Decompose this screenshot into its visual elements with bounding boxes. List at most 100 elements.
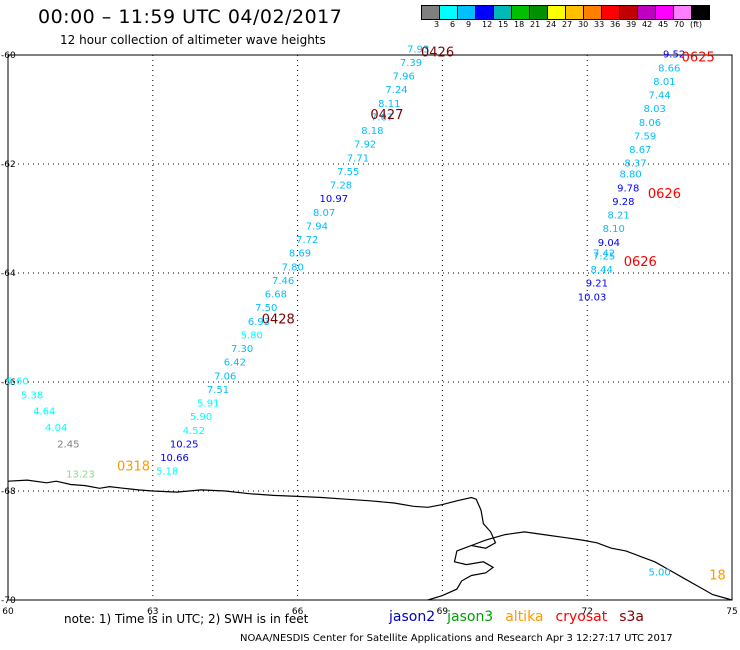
swh-value: 9.28 <box>612 197 634 208</box>
scale-label: 24 <box>546 20 557 29</box>
pass-time: 0625 <box>682 51 715 66</box>
pass-time: 0428 <box>262 312 295 327</box>
pass-time: 0626 <box>624 255 657 270</box>
swh-value: 7.67 <box>371 112 393 123</box>
x-tick-label: 66 <box>292 607 304 617</box>
swh-value: 7.06 <box>214 371 236 382</box>
swh-value: 8.66 <box>658 63 680 74</box>
graticule <box>8 55 732 600</box>
swh-value: 5.80 <box>241 330 263 341</box>
swh-value: 5.91 <box>197 399 219 410</box>
swh-value: 7.39 <box>400 58 422 69</box>
satellite-legend: jason2 jason3 altika cryosat s3a <box>389 609 656 625</box>
footer-credit: NOAA/NESDIS Center for Satellite Applica… <box>240 633 673 644</box>
swh-value: 5.18 <box>156 467 178 478</box>
x-tick-label: 63 <box>147 607 158 617</box>
swh-value: 7.59 <box>634 131 656 142</box>
legend-item-altika: altika <box>505 609 544 625</box>
scale-label: 45 <box>658 20 669 29</box>
page-subtitle: 12 hour collection of altimeter wave hei… <box>60 33 326 47</box>
coastline-path <box>7 479 497 601</box>
swh-value: 8.21 <box>607 211 629 222</box>
swh-value: 8.69 <box>289 249 311 260</box>
swh-value: 7.44 <box>648 91 670 102</box>
swh-value: 9.04 <box>598 238 620 249</box>
scale-label: 6 <box>450 20 456 29</box>
swh-value: 13.23 <box>66 469 95 480</box>
swh-value: 4.04 <box>45 423 67 434</box>
scale-label: 9 <box>466 20 472 29</box>
swh-value: 9.78 <box>617 183 639 194</box>
swh-value: 8.18 <box>361 126 383 137</box>
swh-value: 9.21 <box>586 279 608 290</box>
swh-value: 10.97 <box>319 194 348 205</box>
swh-value: 7.93 <box>407 44 429 55</box>
scale-label: 39 <box>626 20 637 29</box>
color-scale-labels: 3 6 9 12 15 18 21 24 27 30 33 36 39 42 45 70 (ft) <box>422 20 740 32</box>
y-tick-label: -68 <box>1 487 16 497</box>
swh-value: 7.72 <box>296 235 318 246</box>
legend-item-jason3: jason3 <box>447 609 494 625</box>
swh-value: 9.52 <box>663 50 685 61</box>
coastline <box>7 479 733 601</box>
y-tick-label: -70 <box>1 596 16 606</box>
swh-value: 6.60 <box>7 377 29 388</box>
swh-value: 7.46 <box>272 276 294 287</box>
scale-label: 15 <box>498 20 509 29</box>
swh-value: 7.51 <box>207 385 229 396</box>
swh-value: 5.90 <box>190 412 212 423</box>
swh-value: 8.01 <box>653 77 675 88</box>
swh-value: 8.06 <box>639 118 661 129</box>
page-title: 00:00 – 11:59 UTC 04/02/2017 <box>38 6 343 28</box>
pass-time: 0318 <box>117 459 150 474</box>
swh-value: 8.07 <box>313 208 335 219</box>
scale-label: 42 <box>642 20 653 29</box>
legend-item-s3a: s3a <box>619 609 644 625</box>
scale-label: 21 <box>530 20 541 29</box>
x-tick-label: 72 <box>581 607 592 617</box>
legend-item-jason2: jason2 <box>389 609 436 625</box>
pass-time: 0426 <box>421 45 454 60</box>
axis-tick-labels: 60 63 66 69 72 75 -60 -62 -64 -66 -68 -70 <box>1 51 738 617</box>
swh-value: 6.93 <box>248 317 270 328</box>
swh-value: 6.42 <box>224 358 246 369</box>
swh-value: 5.00 <box>648 567 670 578</box>
swh-value: 7.24 <box>385 85 407 96</box>
x-tick-label: 69 <box>437 607 449 617</box>
swh-value: 7.71 <box>347 153 369 164</box>
y-tick-label: -64 <box>1 269 16 279</box>
swh-value: 8.37 <box>624 159 646 170</box>
scale-label: 33 <box>594 20 605 29</box>
legend-item-cryosat: cryosat <box>555 609 608 625</box>
map-frame <box>7 54 733 601</box>
swh-value: 8.67 <box>629 145 651 156</box>
swh-value: 8.10 <box>603 224 625 235</box>
swh-value: 7.28 <box>330 181 352 192</box>
scale-label: (ft) <box>690 20 703 29</box>
scale-label: 3 <box>434 20 440 29</box>
swh-value: 7.96 <box>393 72 415 83</box>
scale-label: 12 <box>482 20 493 29</box>
swh-value: 8.80 <box>620 170 642 181</box>
swh-value: 5.38 <box>21 390 43 401</box>
color-scale <box>421 5 710 20</box>
swh-value: 4.64 <box>33 407 55 418</box>
swh-value: 7.25 <box>593 251 615 262</box>
x-tick-label: 60 <box>2 607 14 617</box>
swh-value: 7.94 <box>306 221 328 232</box>
swh-value: 8.11 <box>378 99 400 110</box>
swh-value: 7.50 <box>255 303 277 314</box>
swh-value: 7.80 <box>282 262 304 273</box>
scale-label: 27 <box>562 20 573 29</box>
swh-value: 7.42 <box>593 249 615 260</box>
y-tick-label: -60 <box>1 51 16 61</box>
swh-value: 7.30 <box>231 344 253 355</box>
scale-label: 18 <box>514 20 525 29</box>
scale-label: 70 <box>674 20 685 29</box>
swh-value: 10.03 <box>578 292 607 303</box>
swh-values: 7.93 7.39 7.96 7.24 8.11 7.67 8.18 7.92 7.71 7.55… <box>7 44 686 578</box>
scale-label: 36 <box>610 20 621 29</box>
swh-value: 2.45 <box>57 439 79 450</box>
coastline-path <box>471 531 733 601</box>
swh-value: 10.66 <box>160 453 189 464</box>
